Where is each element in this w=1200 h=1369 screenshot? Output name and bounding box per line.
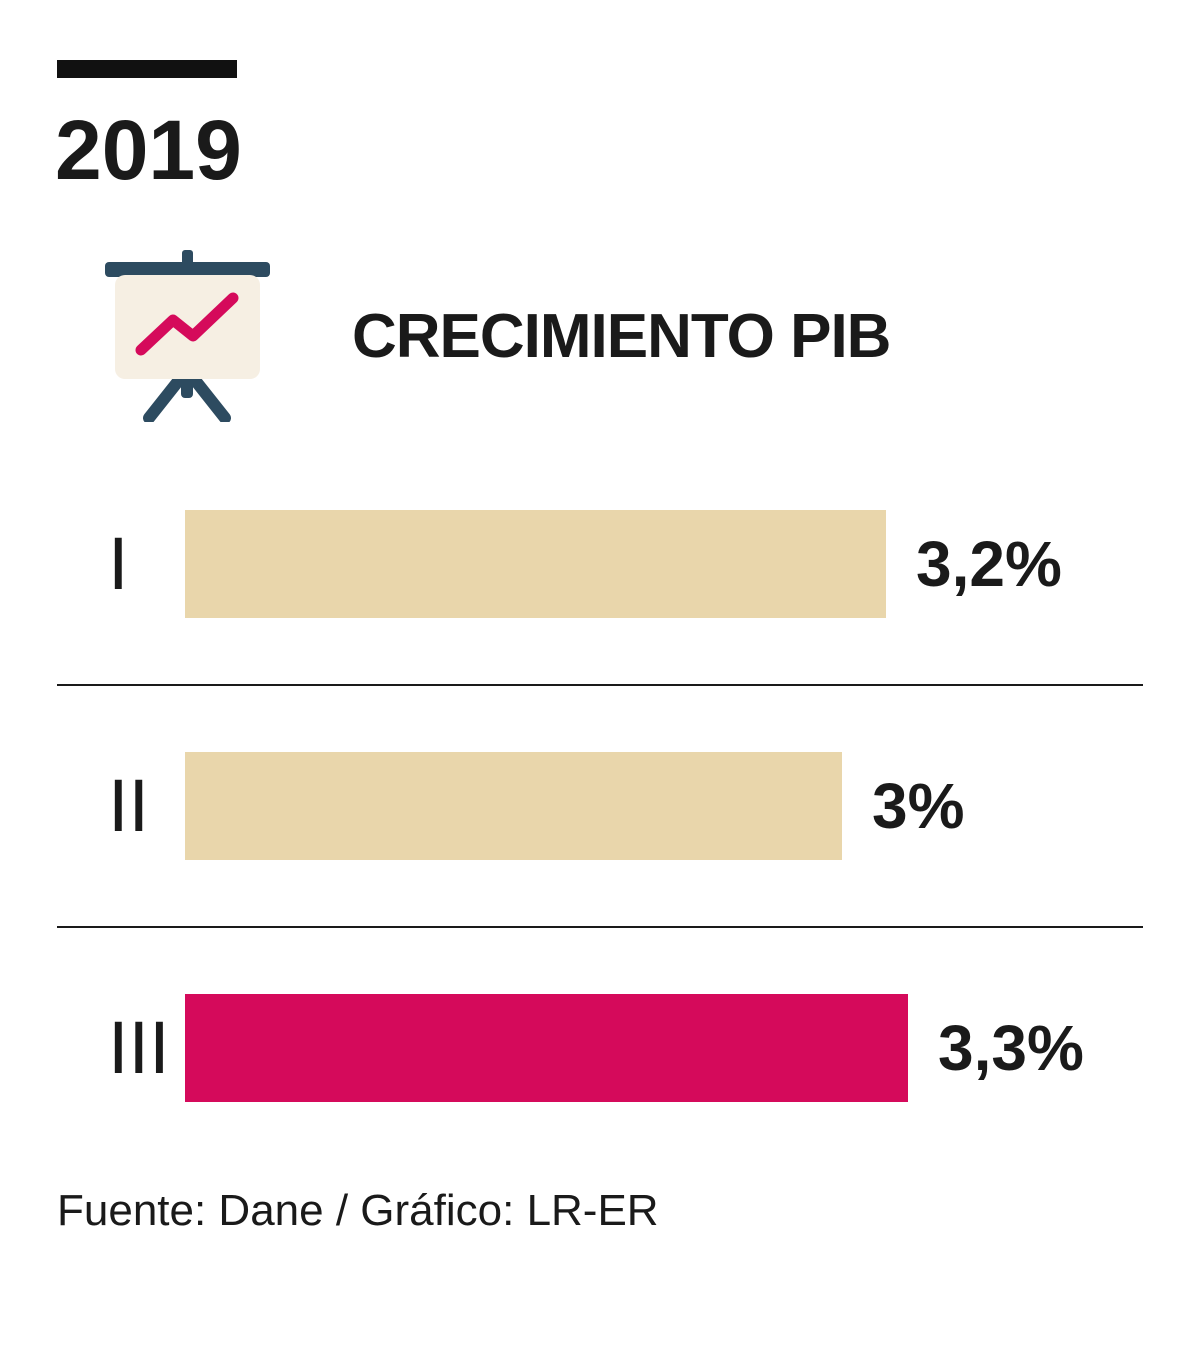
value-label: 3,3%	[938, 1012, 1084, 1084]
category-label: III	[108, 1006, 170, 1089]
category-label: II	[108, 764, 150, 847]
year-heading: 2019	[55, 103, 242, 197]
divider	[57, 684, 1143, 686]
value-label: 3%	[872, 770, 965, 842]
top-rule	[57, 60, 237, 78]
bar	[185, 994, 908, 1102]
value-label: 3,2%	[916, 528, 1062, 600]
chart-row: I 3,2%	[0, 510, 1200, 618]
bar-chart: I 3,2% II 3% III 3,3%	[0, 510, 1200, 1102]
chart-row: III 3,3%	[0, 994, 1200, 1102]
icon-top-bar	[105, 262, 270, 277]
bar	[185, 510, 886, 618]
chart-title: CRECIMIENTO PIB	[352, 301, 891, 371]
source-credit: Fuente: Dane / Gráfico: LR-ER	[57, 1186, 659, 1235]
presentation-chart-icon	[105, 250, 270, 424]
bar	[185, 752, 842, 860]
category-label: I	[108, 522, 129, 605]
chart-header: CRECIMIENTO PIB	[105, 250, 1200, 424]
icon-trend-line	[135, 292, 239, 356]
divider	[57, 926, 1143, 928]
chart-row: II 3%	[0, 752, 1200, 860]
